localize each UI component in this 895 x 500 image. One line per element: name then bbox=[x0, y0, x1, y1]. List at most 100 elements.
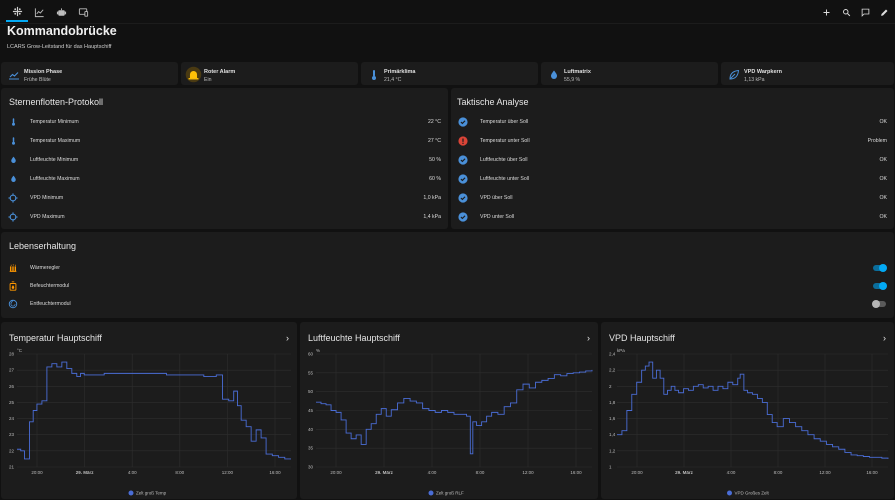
legend-swatch bbox=[128, 490, 134, 496]
edit-button[interactable] bbox=[876, 4, 892, 20]
list-item[interactable]: VPD über Soll OK bbox=[451, 192, 894, 204]
crosshairs-icon bbox=[8, 193, 18, 203]
graph-title: Temperatur Hauptschiff bbox=[9, 333, 102, 343]
y-tick-label: 2 bbox=[609, 384, 612, 389]
water-icon bbox=[10, 156, 16, 163]
y-tick-label: 1,8 bbox=[609, 400, 616, 405]
list-item[interactable]: Luftfeuchte Minimum 50 % bbox=[1, 154, 448, 166]
protocol-card: Sternenflotten-Protokoll Temperatur Mini… bbox=[1, 88, 448, 229]
heater-toggle[interactable] bbox=[873, 264, 887, 272]
assist-icon bbox=[861, 8, 869, 17]
humidity-chart: %60 55 50 45 40 35 30 20:00 29. März 4:00 8:00 12:0… bbox=[308, 348, 593, 496]
water-percent-icon bbox=[551, 70, 557, 79]
list-item[interactable]: Luftfeuchte unter Soll OK bbox=[451, 173, 894, 185]
tile-state: Ein bbox=[204, 77, 212, 83]
leaf-icon bbox=[729, 69, 740, 80]
chevron-right-icon[interactable]: › bbox=[883, 333, 886, 343]
toggle-knob bbox=[879, 264, 887, 272]
x-tick-label: 20:00 bbox=[631, 470, 643, 475]
dehumidifier-toggle[interactable] bbox=[872, 300, 886, 308]
y-tick-label: 1 bbox=[609, 465, 612, 470]
y-tick-label: 22 bbox=[9, 448, 15, 453]
list-item[interactable]: VPD Minimum 1,0 kPa bbox=[1, 192, 448, 204]
chart-timeline-icon bbox=[9, 72, 19, 80]
graph-card-humidity[interactable]: Luftfeuchte Hauptschiff › % 60 55 50 45 40 35 3… bbox=[300, 322, 598, 499]
check-circle-icon bbox=[458, 193, 468, 203]
tile-air-matrix[interactable]: Luftmatrix 55,9 % bbox=[541, 62, 718, 85]
list-item[interactable]: Entfeuchtermodul bbox=[1, 298, 894, 310]
tab-devices[interactable] bbox=[50, 2, 72, 22]
card-title: Sternenflotten-Protokoll bbox=[9, 97, 104, 107]
y-unit-label: % bbox=[316, 348, 320, 353]
x-tick-label: 20:00 bbox=[330, 470, 342, 475]
y-tick-label: 27 bbox=[9, 368, 15, 373]
life-support-card: Lebenserhaltung Wärmeregler Befeuchtermo… bbox=[1, 232, 894, 318]
row-label: Temperatur Minimum bbox=[30, 119, 79, 125]
row-label: Wärmeregler bbox=[30, 265, 60, 271]
humidifier-icon bbox=[9, 281, 17, 291]
temperature-chart: °C28 27 26 25 24 23 22 21 20:00 29. März 4:00 8:00 1… bbox=[9, 348, 291, 496]
assist-button[interactable] bbox=[857, 4, 873, 20]
series-line bbox=[17, 361, 291, 460]
row-value: OK bbox=[879, 157, 888, 163]
list-item[interactable]: Temperatur Minimum 22 °C bbox=[1, 116, 448, 128]
list-item[interactable]: Luftfeuchte über Soll OK bbox=[451, 154, 894, 166]
alarm-light-icon bbox=[185, 66, 202, 83]
chevron-right-icon[interactable]: › bbox=[286, 333, 289, 343]
tile-red-alert[interactable]: Roter Alarm Ein bbox=[181, 62, 358, 85]
tab-media[interactable] bbox=[72, 2, 94, 22]
humidifier-toggle[interactable] bbox=[873, 282, 887, 290]
thermometer-icon bbox=[11, 118, 15, 126]
row-label: Temperatur Maximum bbox=[30, 138, 81, 144]
add-button[interactable] bbox=[818, 4, 834, 20]
graph-card-vpd[interactable]: VPD Hauptschiff › kPa 2,4 2,2 2 1,8 1,6 1,4 1,2… bbox=[601, 322, 894, 499]
row-label: Luftfeuchte Maximum bbox=[30, 176, 80, 182]
row-value: OK bbox=[879, 176, 888, 182]
tile-vpd-warp-core[interactable]: VPD Warpkern 1,13 kPa bbox=[721, 62, 894, 85]
x-tick-label: 29. März bbox=[675, 470, 694, 475]
list-item[interactable]: Temperatur Maximum 27 °C bbox=[1, 135, 448, 147]
legend-label: Zelt groß Temp bbox=[136, 491, 167, 496]
y-unit-label: kPa bbox=[617, 348, 625, 353]
toggle-knob bbox=[879, 282, 887, 290]
tile-primary-climate[interactable]: Primärklima 21,4 °C bbox=[361, 62, 538, 85]
list-item[interactable]: Befeuchtermodul bbox=[1, 280, 894, 292]
legend-label: VPD Großes Zelt bbox=[735, 491, 770, 496]
x-tick-label: 4:00 bbox=[128, 470, 137, 475]
list-item[interactable]: VPD Maximum 1,4 kPa bbox=[1, 211, 448, 223]
plus-icon bbox=[823, 9, 829, 15]
tile-mission-phase[interactable]: Mission Phase Frühe Blüte bbox=[1, 62, 178, 85]
row-value: 27 °C bbox=[427, 138, 441, 144]
list-item[interactable]: Wärmeregler bbox=[1, 262, 894, 274]
y-tick-label: 45 bbox=[308, 408, 314, 413]
search-button[interactable] bbox=[838, 4, 854, 20]
top-toolbar bbox=[0, 0, 895, 24]
legend-swatch bbox=[727, 490, 732, 496]
list-item[interactable]: Temperatur unter Soll Problem bbox=[451, 135, 894, 147]
dehumidifier-icon bbox=[8, 299, 18, 309]
tab-history[interactable] bbox=[28, 2, 50, 22]
chevron-right-icon[interactable]: › bbox=[587, 333, 590, 343]
y-tick-label: 28 bbox=[9, 352, 15, 357]
list-item[interactable]: Temperatur über Soll OK bbox=[451, 116, 894, 128]
row-value: Problem bbox=[867, 138, 887, 144]
tile-name: Roter Alarm bbox=[204, 69, 236, 75]
y-unit-label: °C bbox=[17, 348, 23, 353]
thermometer-icon bbox=[11, 137, 15, 145]
page-subtitle: LCARS Grow-Leitstand für das Hauptschiff bbox=[7, 44, 112, 50]
list-item[interactable]: VPD unter Soll OK bbox=[451, 211, 894, 223]
tab-overview[interactable] bbox=[6, 2, 28, 22]
crosshairs-icon bbox=[8, 212, 18, 222]
toggle-knob bbox=[872, 300, 880, 308]
x-tick-label: 16:00 bbox=[269, 470, 281, 475]
tile-name: Mission Phase bbox=[24, 69, 63, 75]
x-tick-label: 16:00 bbox=[866, 470, 878, 475]
x-tick-label: 8:00 bbox=[774, 470, 783, 475]
robot-icon bbox=[56, 7, 66, 16]
alert-circle-icon bbox=[458, 136, 468, 146]
graph-card-temperature[interactable]: Temperatur Hauptschiff › °C 28 27 26 25 24 23 2… bbox=[1, 322, 297, 499]
row-label: VPD über Soll bbox=[480, 195, 513, 201]
row-value: OK bbox=[879, 214, 888, 220]
list-item[interactable]: Luftfeuchte Maximum 60 % bbox=[1, 173, 448, 185]
